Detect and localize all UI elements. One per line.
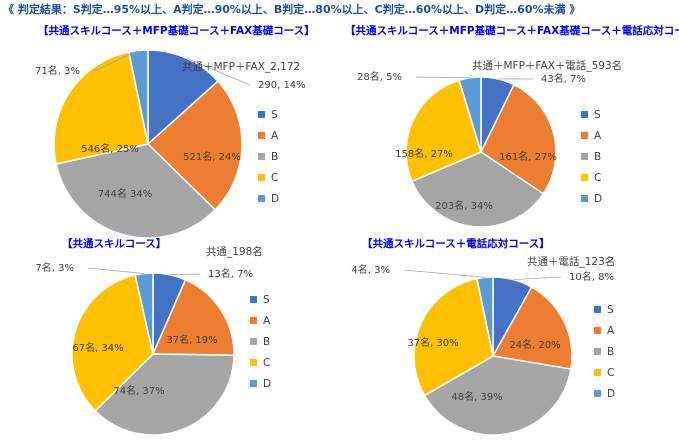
pie-slice-a [491, 286, 573, 370]
legend-label-s: S [594, 109, 601, 121]
legend-swatch-a [250, 317, 257, 324]
data-label: 10名, 8% [569, 270, 614, 283]
pie-chart-4: 10名, 8% 24名, 20% 48名, 39% 37名, 30% 4名, 3% 【共通… [351, 237, 615, 436]
pie-chart-1: 290, 14% 521名, 24% 744名 34% 546名, 25% 71名, 3… [35, 24, 315, 239]
data-label: 521名, 24% [183, 150, 241, 163]
data-label: 24名, 20% [509, 338, 560, 351]
legend-label-s: S [271, 109, 278, 121]
total-label: 共通＋MFP＋FAX＋電話_593名 [472, 59, 622, 72]
leader-line [93, 50, 139, 72]
legend-label-b: B [594, 151, 601, 163]
legend-swatch-b [581, 153, 588, 160]
chart-title: 【共通スキルコース】 [62, 237, 166, 250]
pie-slice-d [458, 76, 482, 153]
legend-label-c: C [271, 172, 278, 184]
data-label: 4名, 3% [351, 263, 390, 276]
data-label: 158名, 27% [395, 147, 453, 160]
data-label: 28名, 5% [357, 70, 402, 83]
leader-line [512, 276, 562, 280]
chart-title: 【共通スキルコース＋MFP基礎コース＋FAX基礎コース＋電話応対コース】 [345, 24, 679, 37]
legend-label-a: A [263, 315, 271, 327]
pie-slice-b [94, 353, 235, 436]
pie-slice-d [476, 276, 494, 357]
total-label: 共通_198名 [206, 245, 263, 258]
pie-slice-a [480, 83, 557, 195]
total-label: 共通＋電話_123名 [527, 255, 615, 268]
pie-slice-a [146, 80, 243, 211]
legend-swatch-b [250, 338, 257, 345]
leader-line [403, 269, 485, 278]
total-label: 共通＋MFP＋FAX_2,172 [182, 61, 300, 73]
data-label: 74名, 37% [113, 384, 164, 397]
leader-line [87, 267, 145, 274]
legend-swatch-b [258, 153, 265, 160]
data-label: 37名, 19% [166, 333, 217, 346]
legend-swatch-c [594, 369, 601, 376]
legend-label-d: D [263, 378, 271, 390]
pie-slice-b [423, 355, 572, 436]
leader-line [186, 57, 251, 86]
pie-slice-c [53, 51, 149, 165]
pie-slice-d [134, 272, 154, 355]
pie-slice-b [55, 143, 217, 239]
legend-label-b: B [607, 346, 614, 358]
legend-swatch-s [581, 111, 588, 118]
legend-swatch-s [250, 296, 257, 303]
data-label: 161名, 27% [499, 150, 557, 163]
legend-label-d: D [594, 193, 602, 205]
pie-slice-a [151, 278, 235, 357]
leader-line [415, 76, 470, 79]
data-label: 48名, 39% [451, 390, 502, 403]
pie-chart-3: 13名, 7% 37名, 19% 74名, 37% 67名, 34% 7名, 3% 【共通… [35, 237, 271, 436]
data-label: 43名, 7% [541, 72, 586, 85]
legend-swatch-b [594, 348, 601, 355]
pie-slice-b [410, 151, 545, 228]
legend-swatch-c [258, 174, 265, 181]
legend-label-s: S [607, 304, 614, 316]
legend-swatch-d [250, 380, 257, 387]
pie-chart-2: 43名, 7% 161名, 27% 203名, 34% 158名, 27% 28名, 5… [345, 24, 679, 228]
data-label: 71名, 3% [35, 64, 80, 77]
legend-swatch-d [581, 195, 588, 202]
legend-label-a: A [607, 325, 615, 337]
legend-swatch-a [594, 327, 601, 334]
legend-label-d: D [607, 388, 615, 400]
legend-swatch-c [581, 174, 588, 181]
data-label: 290, 14% [258, 80, 306, 91]
legend-label-c: C [263, 357, 270, 369]
legend-swatch-s [258, 111, 265, 118]
leader-line [169, 273, 201, 276]
data-label: 7名, 3% [35, 261, 74, 274]
data-label: 67名, 34% [72, 341, 123, 354]
legend-swatch-c [250, 359, 257, 366]
data-label: 203名, 34% [435, 199, 493, 212]
chart-title: 【共通スキルコース＋電話応対コース】 [362, 237, 550, 250]
chart-title: 【共通スキルコース＋MFP基礎コース＋FAX基礎コース】 [38, 24, 315, 37]
legend-swatch-a [581, 132, 588, 139]
legend-swatch-s [594, 306, 601, 313]
data-label: 37名, 30% [407, 336, 458, 349]
legend-swatch-a [258, 132, 265, 139]
legend-swatch-d [258, 195, 265, 202]
legend-label-c: C [607, 367, 614, 379]
legend-label-b: B [263, 336, 270, 348]
grade-criteria-header: 《 判定結果：S判定…95%以上、A判定…90%以上、B判定…80%以上、C判定… [3, 2, 580, 16]
pie-slice-c [413, 277, 494, 397]
legend-swatch-d [594, 390, 601, 397]
legend-label-a: A [271, 130, 279, 142]
legend-label-s: S [263, 294, 270, 306]
legend-label-c: C [594, 172, 601, 184]
pie-slice-c [405, 79, 482, 183]
data-label: 13名, 7% [208, 267, 253, 280]
legend-label-d: D [271, 193, 279, 205]
legend-label-a: A [594, 130, 602, 142]
pie-slice-c [71, 274, 154, 412]
data-label: 546名, 25% [81, 142, 139, 155]
data-label: 744名 34% [98, 187, 153, 200]
legend-label-b: B [271, 151, 278, 163]
